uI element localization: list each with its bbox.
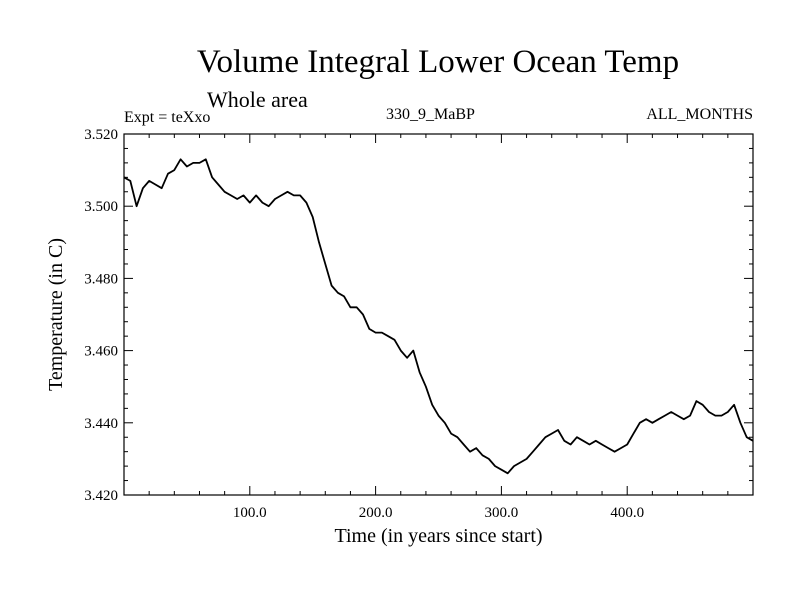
chart-subtitle: Whole area: [207, 87, 308, 112]
y-tick-label: 3.480: [84, 271, 118, 287]
y-tick-label: 3.500: [84, 199, 118, 215]
x-tick-label: 400.0: [610, 505, 644, 521]
x-tick-label: 100.0: [233, 505, 267, 521]
experiment-label: Expt = teXxo: [124, 109, 211, 126]
x-tick-label: 300.0: [485, 505, 519, 521]
run-label: 330_9_MaBP: [386, 106, 475, 123]
months-label: ALL_MONTHS: [646, 106, 753, 123]
plot-frame: [123, 133, 754, 496]
y-tick-label: 3.440: [84, 416, 118, 432]
y-axis-label: Temperature (in C): [45, 238, 67, 391]
y-tick-label: 3.420: [84, 488, 118, 504]
x-tick-label: 200.0: [359, 505, 393, 521]
x-axis-label: Time (in years since start): [334, 525, 542, 547]
y-tick-label: 3.520: [84, 127, 118, 143]
chart-title: Volume Integral Lower Ocean Temp: [196, 44, 680, 80]
y-tick-label: 3.460: [84, 344, 118, 360]
series-line: [123, 158, 754, 475]
